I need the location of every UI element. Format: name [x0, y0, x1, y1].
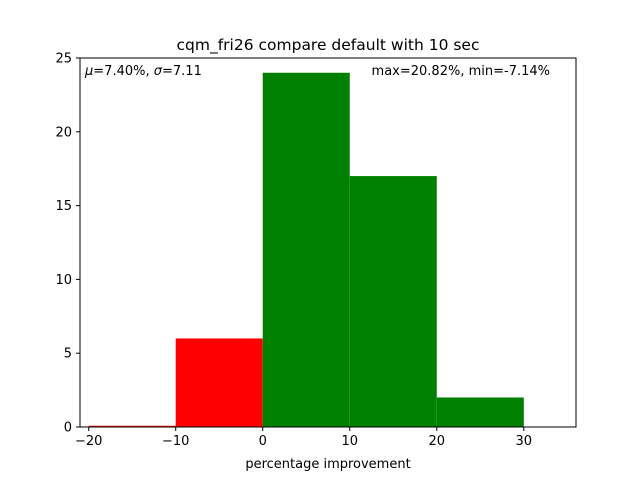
mu-symbol: μ	[84, 64, 93, 79]
y-tick-label: 5	[64, 347, 72, 362]
y-tick-label: 25	[55, 52, 72, 67]
x-axis-label: percentage improvement	[245, 457, 410, 472]
y-axis-ticks: 0 5 10 15 20 25	[55, 52, 80, 436]
x-tick-label: 20	[428, 434, 445, 449]
x-axis-ticks: −20 −10 0 10 20 30	[75, 427, 532, 449]
stats-annotation-right: max=20.82%, min=-7.14%	[372, 64, 550, 79]
y-tick-label: 0	[64, 421, 72, 436]
histogram-bars	[88, 72, 524, 428]
sigma-value: =7.11	[162, 64, 202, 79]
y-tick-label: 20	[55, 125, 72, 140]
x-tick-label: −10	[162, 434, 189, 449]
x-tick-label: −20	[75, 434, 102, 449]
y-tick-label: 10	[55, 273, 72, 288]
histogram-bar-2	[262, 72, 350, 427]
chart-title: cqm_fri26 compare default with 10 sec	[177, 36, 480, 55]
x-tick-label: 30	[516, 434, 533, 449]
stats-annotation-left: μ=7.40%, σ=7.11	[84, 64, 202, 79]
histogram-bar-4	[436, 397, 524, 427]
histogram-bar-1	[175, 338, 263, 427]
histogram-bar-3	[349, 176, 437, 427]
plot-frame	[79, 57, 577, 428]
x-tick-label: 0	[259, 434, 267, 449]
sigma-symbol: σ	[154, 64, 163, 79]
axes	[79, 57, 577, 428]
x-tick-label: 10	[341, 434, 358, 449]
mu-value: =7.40%,	[93, 64, 153, 79]
y-tick-label: 15	[55, 199, 72, 214]
